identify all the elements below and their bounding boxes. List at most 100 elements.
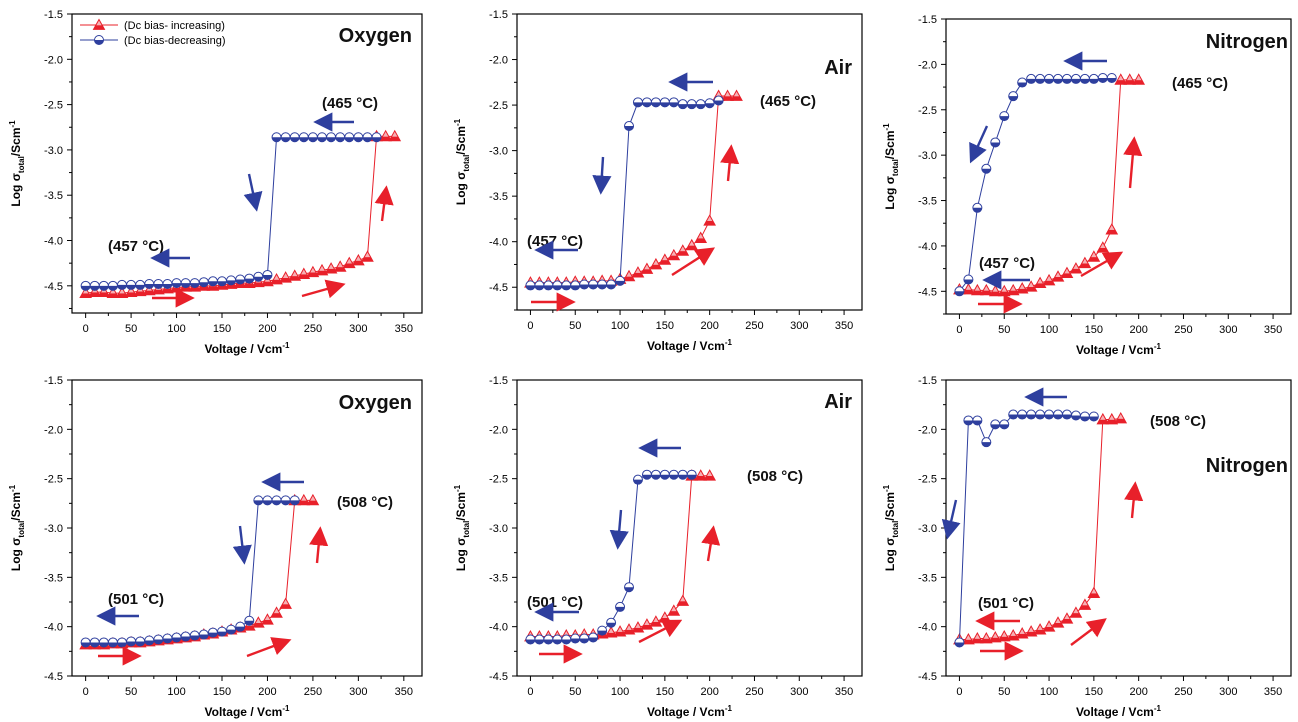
direction-arrow-decreasing (592, 156, 612, 195)
temperature-label-low: (457 °C) (979, 255, 1035, 272)
point-increasing-shade (697, 232, 704, 239)
point-decreasing-fill (135, 641, 145, 646)
point-increasing-shade (1054, 617, 1062, 623)
point-increasing-fill (261, 281, 273, 286)
y-tick-label: -1.5 (44, 9, 63, 21)
point-increasing-shade (1010, 284, 1017, 291)
point-decreasing-fill (1035, 414, 1045, 420)
direction-arrow-decreasing (941, 499, 961, 540)
series-decreasing (525, 95, 724, 291)
point-increasing-shade (291, 270, 298, 277)
point-decreasing-fill (579, 284, 589, 289)
point-increasing-fill (307, 272, 319, 277)
point-decreasing-fill (208, 632, 218, 638)
point-increasing-shade (1126, 74, 1133, 81)
point-increasing-fill (980, 638, 992, 643)
y-label-sup: -1 (8, 484, 17, 492)
point-increasing-shade (670, 249, 677, 256)
point-increasing-shade (652, 258, 659, 265)
point-increasing-shade (1046, 621, 1053, 627)
y-label-sup: -1 (453, 118, 462, 126)
point-increasing-fill (1016, 288, 1028, 293)
point-decreasing-fill (1035, 78, 1045, 84)
point-increasing-fill (704, 475, 716, 481)
point-decreasing-fill (117, 642, 127, 647)
point-increasing-fill (343, 263, 355, 268)
point-increasing-shade (1028, 626, 1035, 632)
point-increasing-shade (572, 276, 579, 283)
point-increasing-fill (252, 622, 264, 628)
point-decreasing-fill (990, 424, 1000, 429)
point-decreasing-fill (244, 620, 254, 626)
y-tick-label: -3.0 (44, 523, 63, 535)
x-axis-label-base: Voltage / Vcm (647, 339, 725, 353)
point-increasing-fill (605, 632, 617, 637)
point-increasing-fill (1070, 268, 1082, 274)
direction-arrow-increasing (720, 144, 740, 182)
point-decreasing-fill (597, 284, 607, 289)
panel-5: 0 50 100 150 200 250 300 350 -1.5 -2.0 -2.5 -3.0 -3.… (453, 375, 863, 719)
point-increasing-fill (623, 629, 635, 635)
y-label-unit: /Scm (883, 492, 897, 521)
point-decreasing-fill (326, 137, 336, 142)
point-decreasing-fill (335, 137, 345, 142)
point-decreasing-fill (153, 284, 163, 289)
point-increasing-fill (1097, 419, 1109, 424)
x-tick-label: 250 (304, 323, 322, 335)
panel-6: 0 50 100 150 200 250 300 350 -1.5 -2.0 -2.5 -3.0 -3.… (882, 375, 1292, 719)
point-decreasing-fill (678, 104, 688, 109)
x-tick-label: 200 (258, 686, 276, 698)
point-increasing-shade (974, 284, 981, 291)
point-increasing-shade (625, 270, 633, 277)
y-label-unit: /Scm (9, 128, 23, 157)
temperature-label-low: (501 °C) (108, 591, 164, 608)
y-axis-label: Log σtotal/Scm-1 (453, 484, 471, 571)
direction-arrow-increasing (638, 619, 683, 644)
point-decreasing-fill (534, 285, 544, 290)
point-increasing-fill (1115, 418, 1127, 423)
x-axis-label: Voltage / Vcm-1 (205, 704, 290, 719)
direction-arrow-increasing (301, 279, 346, 299)
x-tick-label: 350 (1264, 686, 1282, 698)
point-increasing-fill (596, 633, 608, 638)
series-decreasing (80, 495, 300, 648)
legend-marker-fill (93, 25, 105, 30)
point-increasing-fill (316, 270, 328, 275)
y-tick-label: -3.5 (489, 191, 508, 203)
point-increasing-fill (962, 289, 974, 294)
y-tick-label: -1.5 (489, 375, 508, 387)
point-increasing-shade (273, 273, 280, 280)
point-decreasing-fill (190, 635, 200, 641)
direction-arrow-increasing (1123, 136, 1143, 189)
point-increasing-shade (634, 267, 641, 273)
point-increasing-shade (1054, 271, 1062, 278)
point-increasing-shade (337, 261, 344, 268)
y-tick-label: -3.0 (44, 145, 63, 157)
point-decreasing-fill (162, 638, 172, 644)
point-increasing-fill (980, 290, 992, 295)
direction-arrow-decreasing (609, 509, 629, 550)
x-tick-label: 0 (83, 323, 89, 335)
x-axis-label: Voltage / Vcm-1 (647, 704, 732, 719)
temperature-label-high: (508 °C) (747, 468, 803, 485)
x-axis-label-base: Voltage / Vcm (205, 705, 283, 719)
y-axis-label: Log σtotal/Scm-1 (8, 484, 26, 571)
point-decreasing-fill (1062, 78, 1072, 84)
point-decreasing-fill (543, 639, 553, 644)
point-decreasing-fill (208, 281, 218, 286)
point-decreasing-fill (181, 636, 191, 642)
y-label-unit: /Scm (454, 492, 468, 521)
point-increasing-shade (1135, 74, 1142, 81)
y-tick-label: -4.5 (489, 282, 508, 294)
y-label-sup: -1 (882, 484, 891, 492)
direction-arrow-increasing (374, 185, 394, 222)
plot-frame (71, 379, 423, 677)
y-label-log: Log σ (454, 172, 468, 206)
y-tick-label: -2.0 (44, 424, 63, 436)
y-tick-label: -4.5 (918, 286, 937, 298)
point-decreasing-fill (597, 630, 607, 636)
x-tick-label: 300 (790, 686, 808, 698)
point-decreasing-fill (981, 168, 991, 174)
temperature-label-low: (501 °C) (527, 594, 583, 611)
point-increasing-shade (264, 614, 271, 621)
